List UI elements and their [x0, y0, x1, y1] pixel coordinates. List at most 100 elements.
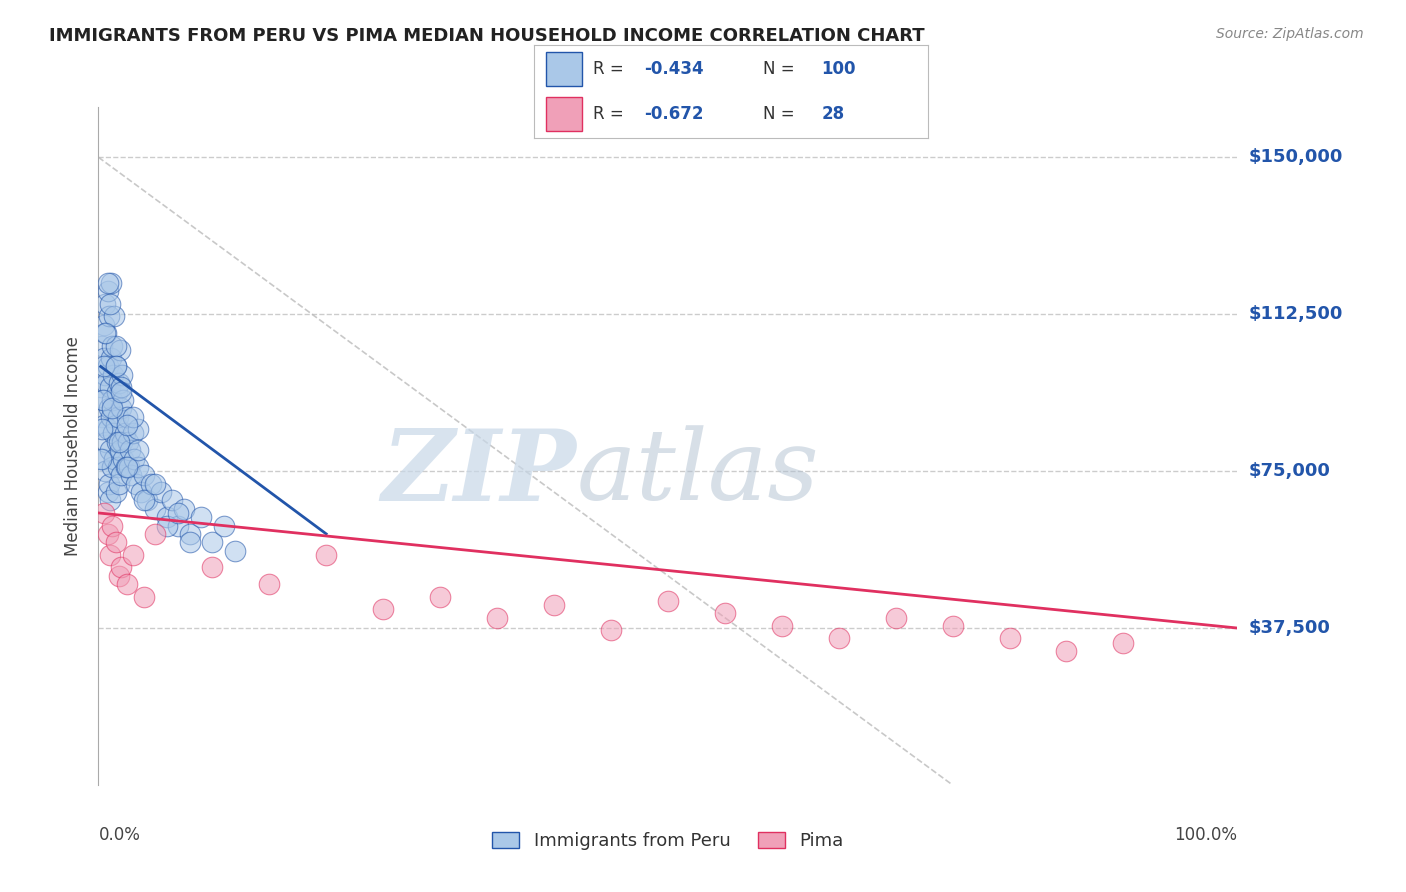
Point	[190, 510, 212, 524]
Point	[212, 518, 235, 533]
Point	[129, 485, 152, 500]
Point	[828, 632, 851, 646]
Point	[156, 510, 179, 524]
Point	[125, 476, 148, 491]
Point	[103, 310, 125, 324]
Point	[108, 443, 131, 458]
Point	[111, 434, 134, 449]
Point	[112, 392, 135, 407]
Point	[91, 451, 114, 466]
Point	[108, 343, 131, 357]
Point	[108, 434, 131, 449]
Text: -0.434: -0.434	[644, 60, 704, 78]
Point	[107, 409, 129, 424]
Point	[101, 338, 124, 352]
Text: -0.672: -0.672	[644, 105, 704, 123]
Point	[93, 318, 115, 332]
Point	[96, 434, 118, 449]
Point	[96, 284, 118, 298]
Point	[90, 409, 112, 424]
Point	[96, 376, 118, 391]
Point	[94, 326, 117, 340]
Point	[90, 422, 112, 436]
Point	[93, 351, 115, 365]
Point	[91, 392, 114, 407]
Point	[145, 476, 167, 491]
Point	[96, 422, 118, 436]
Point	[179, 527, 201, 541]
Point	[112, 451, 135, 466]
Point	[201, 560, 224, 574]
Point	[97, 310, 120, 324]
Text: $37,500: $37,500	[1249, 619, 1330, 637]
Point	[100, 276, 122, 290]
Point	[94, 296, 117, 310]
Point	[107, 459, 129, 474]
Point	[90, 338, 112, 352]
Point	[100, 351, 122, 365]
Point	[115, 577, 138, 591]
Point	[110, 560, 132, 574]
Point	[120, 468, 142, 483]
Point	[101, 401, 124, 416]
Text: 100: 100	[821, 60, 856, 78]
Point	[156, 518, 179, 533]
Point	[110, 401, 132, 416]
Text: 100.0%: 100.0%	[1174, 826, 1237, 844]
Point	[132, 590, 155, 604]
Point	[600, 623, 623, 637]
Point	[94, 464, 117, 478]
Point	[104, 485, 127, 500]
Point	[96, 326, 118, 340]
Point	[110, 468, 132, 483]
Point	[167, 518, 190, 533]
Point	[111, 368, 134, 382]
FancyBboxPatch shape	[546, 97, 582, 131]
Point	[98, 548, 121, 562]
Y-axis label: Median Household Income: Median Household Income	[65, 336, 83, 556]
Point	[315, 548, 337, 562]
Point	[101, 392, 124, 407]
Point	[93, 506, 115, 520]
Point	[132, 493, 155, 508]
FancyBboxPatch shape	[546, 52, 582, 86]
Point	[108, 376, 131, 391]
Point	[105, 384, 128, 399]
Point	[259, 577, 281, 591]
Point	[97, 476, 120, 491]
Point	[103, 368, 125, 382]
Point	[100, 409, 122, 424]
Point	[162, 493, 184, 508]
Point	[97, 401, 120, 416]
Point	[1054, 644, 1078, 658]
Point	[120, 443, 142, 458]
Point	[110, 384, 132, 399]
Point	[884, 610, 907, 624]
Point	[121, 548, 143, 562]
Point	[104, 359, 127, 374]
Point	[94, 368, 117, 382]
Point	[173, 501, 195, 516]
Point	[96, 527, 118, 541]
Point	[486, 610, 509, 624]
Point	[942, 619, 965, 633]
Point	[115, 459, 138, 474]
Point	[104, 535, 127, 549]
Point	[770, 619, 793, 633]
Point	[145, 501, 167, 516]
Point	[110, 380, 132, 394]
Point	[98, 296, 121, 310]
Point	[127, 422, 149, 436]
Point	[108, 568, 131, 582]
Text: N =: N =	[762, 60, 800, 78]
Text: IMMIGRANTS FROM PERU VS PIMA MEDIAN HOUSEHOLD INCOME CORRELATION CHART: IMMIGRANTS FROM PERU VS PIMA MEDIAN HOUS…	[49, 27, 925, 45]
Point	[115, 409, 138, 424]
Point	[103, 426, 125, 441]
Point	[201, 535, 224, 549]
Point	[145, 527, 167, 541]
Point	[101, 459, 124, 474]
Point	[90, 451, 112, 466]
Text: atlas: atlas	[576, 425, 820, 521]
Text: ZIP: ZIP	[382, 425, 576, 521]
Point	[114, 426, 136, 441]
